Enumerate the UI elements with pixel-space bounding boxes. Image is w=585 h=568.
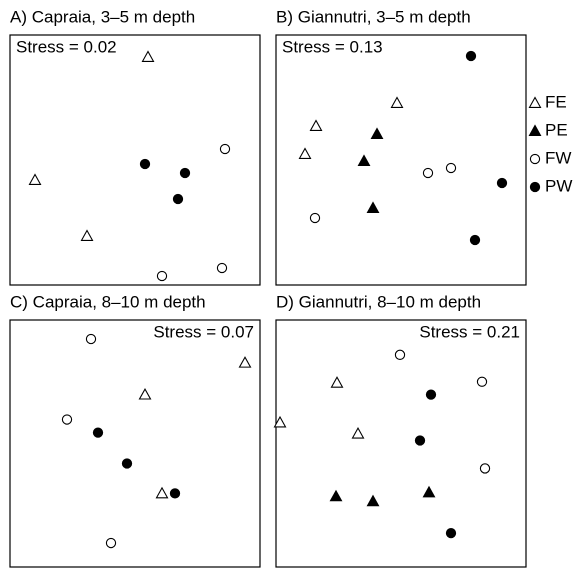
- point: [172, 193, 184, 205]
- point: [479, 463, 491, 474]
- point: [309, 212, 321, 224]
- stress-label: Stress = 0.13: [282, 37, 383, 56]
- point: [238, 356, 252, 368]
- point: [496, 177, 508, 189]
- point: [425, 389, 437, 400]
- point: [139, 158, 151, 170]
- legend-label: PW: [545, 176, 572, 195]
- point: [309, 119, 323, 131]
- point: [28, 173, 42, 185]
- point: [92, 427, 104, 438]
- point: [414, 435, 426, 446]
- point: [366, 494, 380, 507]
- point: [80, 229, 94, 241]
- legend-marker: [529, 181, 541, 193]
- point: [105, 537, 117, 549]
- plot-frame: [275, 34, 527, 286]
- plot-frame: [275, 319, 527, 568]
- point: [216, 262, 228, 274]
- legend-label: FE: [545, 92, 567, 111]
- legend-label: PE: [545, 120, 568, 139]
- point: [138, 387, 152, 400]
- point: [61, 414, 73, 425]
- point: [219, 143, 231, 155]
- point: [394, 349, 406, 360]
- legend-label: FW: [545, 148, 571, 167]
- point: [156, 270, 168, 282]
- point: [366, 201, 380, 213]
- legend-marker: [528, 124, 542, 136]
- point: [141, 50, 155, 62]
- panel-title: D) Giannutri, 8–10 m depth: [276, 292, 481, 311]
- point: [476, 376, 488, 387]
- point: [330, 376, 344, 388]
- point: [155, 486, 169, 499]
- plot-frame: [9, 34, 261, 286]
- legend-marker: [529, 153, 541, 165]
- point: [329, 489, 343, 502]
- panel-title: A) Capraia, 3–5 m depth: [10, 7, 195, 26]
- stress-label: Stress = 0.02: [16, 37, 117, 56]
- point: [179, 167, 191, 179]
- point: [351, 426, 365, 439]
- panel-title: C) Capraia, 8–10 m depth: [10, 292, 206, 311]
- point: [370, 127, 384, 139]
- stress-label: Stress = 0.21: [419, 322, 520, 341]
- point: [357, 154, 371, 166]
- point: [469, 234, 481, 246]
- point: [273, 415, 287, 428]
- point: [465, 50, 477, 62]
- point: [298, 147, 312, 159]
- stress-label: Stress = 0.07: [153, 322, 254, 341]
- plot-frame: [9, 319, 261, 568]
- point: [445, 162, 457, 174]
- point: [445, 528, 457, 539]
- point: [390, 96, 404, 108]
- point: [422, 167, 434, 179]
- legend-marker: [528, 96, 542, 108]
- point: [422, 485, 436, 498]
- point: [169, 488, 181, 499]
- point: [85, 333, 97, 345]
- panel-title: B) Giannutri, 3–5 m depth: [276, 7, 471, 26]
- point: [121, 458, 133, 469]
